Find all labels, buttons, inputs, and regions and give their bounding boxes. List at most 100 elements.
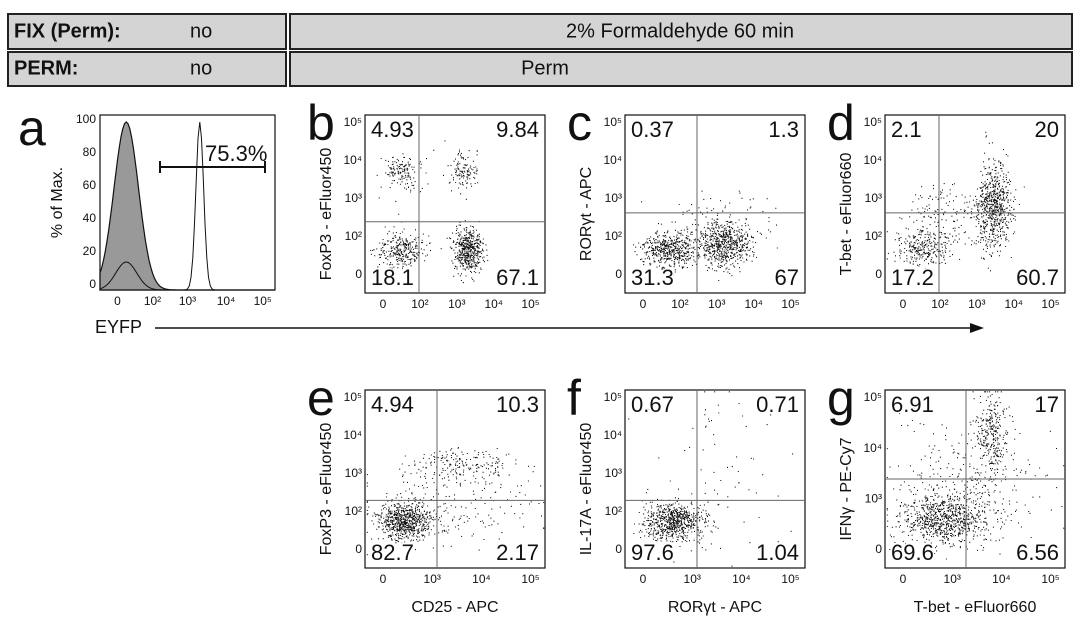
y-tick-label: 10³ <box>605 466 622 480</box>
y-tick-label: 20 <box>83 244 97 258</box>
panel-letter: d <box>827 95 855 151</box>
panel-letter: c <box>567 95 592 151</box>
y-axis-label: IL-17A - eFluor450 <box>578 423 595 556</box>
y-tick-label: 0 <box>355 542 362 556</box>
y-tick-label: 0 <box>89 277 96 291</box>
y-tick-label: 10⁵ <box>344 390 362 404</box>
histogram-open <box>100 121 275 291</box>
x-axis-label: T-bet - eFluor660 <box>914 599 1037 616</box>
x-tick-label: 0 <box>640 572 647 586</box>
quadrant-value: 6.56 <box>1016 540 1059 565</box>
y-tick-label: 10⁵ <box>864 115 882 129</box>
x-tick-label: 10³ <box>684 572 701 586</box>
x-tick-label: 10⁵ <box>1041 297 1059 311</box>
x-tick-label: 10² <box>931 297 948 311</box>
header-cell <box>289 13 1073 50</box>
x-tick-label: 10³ <box>968 297 985 311</box>
quadrant-value: 82.7 <box>371 540 414 565</box>
x-tick-label: 10⁴ <box>992 572 1011 586</box>
x-tick-label: 10⁴ <box>472 572 491 586</box>
quadrant-value: 67.1 <box>496 265 539 290</box>
y-tick-label: 10⁴ <box>343 428 362 442</box>
y-tick-label: 80 <box>83 145 97 159</box>
quadrant-value: 67 <box>775 265 799 290</box>
x-tick-label: 0 <box>900 297 907 311</box>
quadrant-value: 9.84 <box>496 117 539 142</box>
gate-label: 75.3% <box>205 141 267 166</box>
y-axis-label: FoxP3 - eFluor450 <box>318 423 335 556</box>
y-tick-label: 10² <box>605 504 622 518</box>
panel-letter: e <box>307 370 335 426</box>
y-tick-label: 100 <box>76 112 96 126</box>
header-cell <box>7 13 287 50</box>
header-cell <box>7 51 287 87</box>
row-condition: 2% Formaldehyde 60 min <box>566 20 794 42</box>
dots <box>366 447 545 556</box>
row-label: FIX (Perm): <box>14 20 121 42</box>
quadrant-value: 31.3 <box>631 265 674 290</box>
x-tick-label: 0 <box>114 294 121 308</box>
x-tick-label: 10⁴ <box>217 294 236 308</box>
y-tick-label: 10³ <box>345 466 362 480</box>
dots <box>628 391 794 567</box>
x-axis-label: RORγt - APC <box>668 599 762 616</box>
row-label: PERM: <box>14 57 78 79</box>
y-tick-label: 10⁴ <box>863 441 882 455</box>
x-tick-label: 0 <box>380 297 387 311</box>
x-tick-label: 10⁵ <box>781 572 799 586</box>
y-tick-label: 10³ <box>865 492 882 506</box>
y-tick-label: 10² <box>345 504 362 518</box>
x-tick-label: 10³ <box>179 294 196 308</box>
y-tick-label: 10² <box>605 229 622 243</box>
x-tick-label: 10⁵ <box>1041 572 1059 586</box>
arrow-head <box>970 323 984 333</box>
y-tick-label: 10⁵ <box>604 390 622 404</box>
y-axis-label: RORγt - APC <box>578 167 595 261</box>
x-tick-label: 10² <box>144 294 161 308</box>
quadrant-value: 17.2 <box>891 265 934 290</box>
x-tick-label: 10⁴ <box>1004 297 1023 311</box>
quadrant-value: 0.67 <box>631 392 674 417</box>
shared-x-label: EYFP <box>95 317 142 337</box>
y-axis-label: % of Max. <box>49 167 66 238</box>
y-tick-label: 60 <box>83 178 97 192</box>
x-tick-label: 10⁴ <box>732 572 751 586</box>
y-tick-label: 40 <box>83 211 97 225</box>
y-tick-label: 0 <box>875 542 882 556</box>
quadrant-value: 1.04 <box>756 540 799 565</box>
y-tick-label: 0 <box>355 267 362 281</box>
quadrant-value: 1.3 <box>768 117 799 142</box>
quadrant-value: 2.17 <box>496 540 539 565</box>
quadrant-value: 97.6 <box>631 540 674 565</box>
y-tick-label: 10⁴ <box>603 428 622 442</box>
x-tick-label: 10⁵ <box>521 572 539 586</box>
y-tick-label: 0 <box>875 267 882 281</box>
panel-letter: f <box>567 370 581 426</box>
dots <box>633 190 778 282</box>
panel-letter: a <box>18 100 46 156</box>
y-axis-label: IFNγ - PE-Cy7 <box>838 437 855 540</box>
y-tick-label: 0 <box>615 267 622 281</box>
x-axis-label: CD25 - APC <box>411 599 498 616</box>
row-condition: Perm <box>521 57 569 79</box>
frame <box>364 389 546 569</box>
x-tick-label: 10³ <box>448 297 465 311</box>
quadrant-value: 0.71 <box>756 392 799 417</box>
quadrant-value: 10.3 <box>496 392 539 417</box>
quadrant-value: 4.93 <box>371 117 414 142</box>
frame <box>624 389 806 569</box>
row-value: no <box>190 20 212 42</box>
y-axis-label: T-bet - eFluor660 <box>838 153 855 276</box>
y-tick-label: 10⁴ <box>603 153 622 167</box>
x-tick-label: 0 <box>640 297 647 311</box>
x-tick-label: 0 <box>380 572 387 586</box>
x-tick-label: 10² <box>671 297 688 311</box>
y-tick-label: 10⁵ <box>864 390 882 404</box>
quadrant-value: 2.1 <box>891 117 922 142</box>
panel-letter: g <box>827 370 855 426</box>
x-tick-label: 10⁵ <box>521 297 539 311</box>
quadrant-value: 18.1 <box>371 265 414 290</box>
quadrant-value: 69.6 <box>891 540 934 565</box>
quadrant-value: 20 <box>1035 117 1059 142</box>
